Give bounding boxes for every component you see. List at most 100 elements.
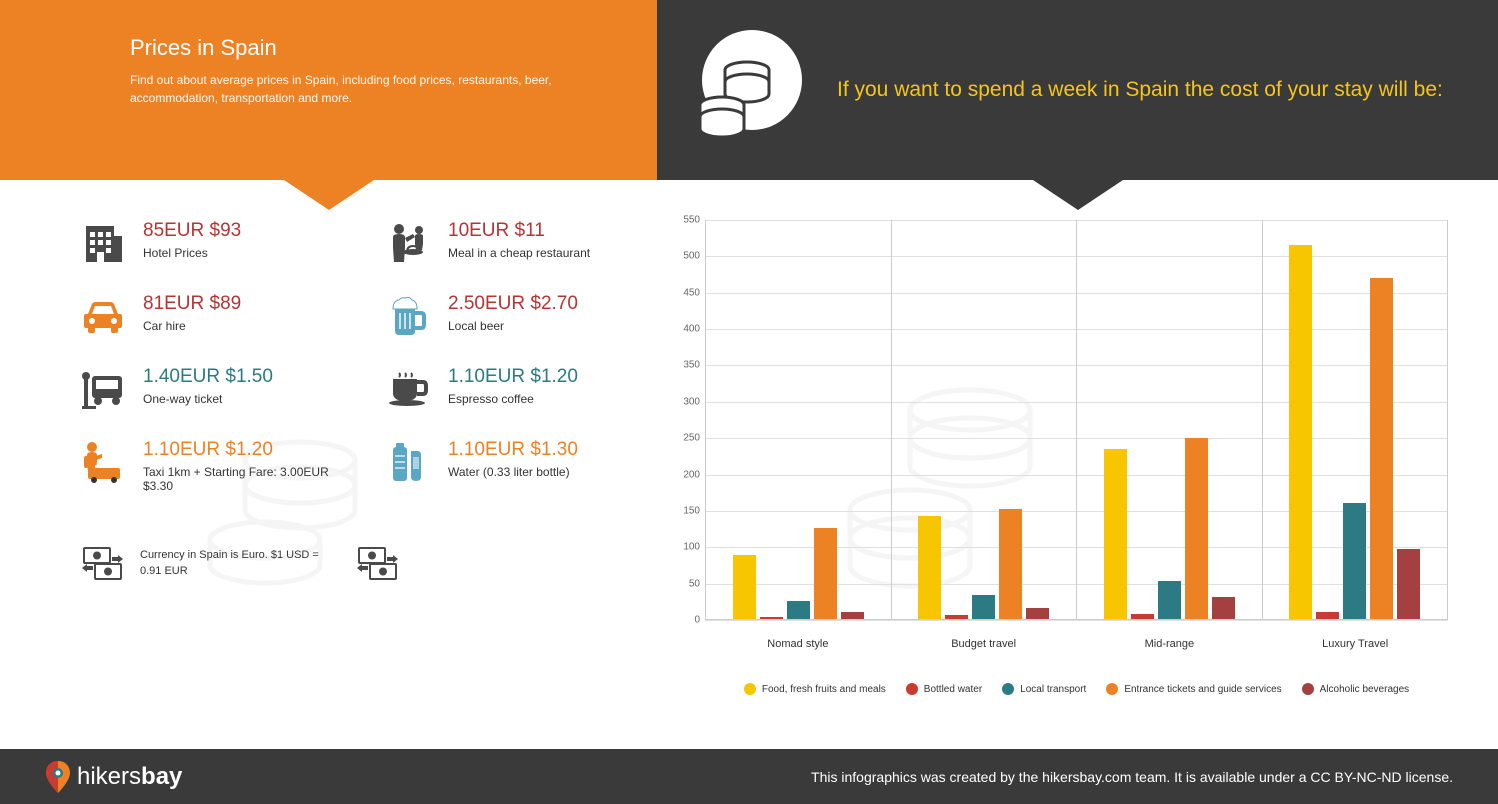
- chart-bar: [1370, 278, 1393, 619]
- price-value: 10EUR $11: [448, 220, 590, 242]
- legend-item: Bottled water: [906, 683, 982, 695]
- price-value: 81EUR $89: [143, 293, 241, 315]
- price-value: 1.10EUR $1.20: [143, 439, 345, 461]
- y-tick-label: 400: [683, 324, 700, 335]
- money-exchange-icon: [80, 546, 125, 581]
- chart-bar: [787, 601, 810, 619]
- footer: hikersbay This infographics was created …: [0, 749, 1498, 804]
- chart-bar: [918, 516, 941, 619]
- price-label: Car hire: [143, 319, 241, 333]
- legend-swatch: [1002, 683, 1014, 695]
- x-axis-label: Nomad style: [705, 638, 891, 650]
- y-tick-label: 200: [683, 469, 700, 480]
- price-item: 1.10EUR $1.30 Water (0.33 liter bottle): [385, 439, 650, 484]
- beer-icon: [385, 293, 430, 338]
- coffee-icon: [385, 366, 430, 411]
- water-icon: [385, 439, 430, 484]
- y-tick-label: 100: [683, 542, 700, 553]
- hotel-icon: [80, 220, 125, 265]
- legend-item: Alcoholic beverages: [1302, 683, 1410, 695]
- brand-name: hikersbay: [77, 763, 182, 791]
- chart-bar: [1185, 438, 1208, 619]
- price-item: 85EUR $93 Hotel Prices: [80, 220, 345, 265]
- x-axis-label: Budget travel: [891, 638, 1077, 650]
- money-exchange-icon: [355, 546, 400, 581]
- footer-credit: This infographics was created by the hik…: [811, 769, 1453, 785]
- chart-bar: [1289, 245, 1312, 619]
- chart-bar: [1026, 608, 1049, 619]
- legend-swatch: [1106, 683, 1118, 695]
- chart-bar: [760, 617, 783, 619]
- price-label: Taxi 1km + Starting Fare: 3.00EUR $3.30: [143, 465, 345, 493]
- page-title: Prices in Spain: [130, 35, 617, 61]
- price-item: 10EUR $11 Meal in a cheap restaurant: [385, 220, 650, 265]
- y-tick-label: 300: [683, 396, 700, 407]
- price-item: 81EUR $89 Car hire: [80, 293, 345, 338]
- chart-bar: [1343, 503, 1366, 619]
- legend-label: Food, fresh fruits and meals: [762, 684, 886, 695]
- chart-bar: [1131, 614, 1154, 619]
- bar-group: [1262, 220, 1449, 620]
- coins-icon: [692, 30, 812, 150]
- y-tick-label: 50: [689, 578, 700, 589]
- y-tick-label: 250: [683, 433, 700, 444]
- chart-bar: [1158, 581, 1181, 619]
- bar-group: [891, 220, 1077, 620]
- y-tick-label: 450: [683, 287, 700, 298]
- chart-bar: [814, 528, 837, 619]
- price-label: One-way ticket: [143, 392, 273, 406]
- y-tick-label: 150: [683, 505, 700, 516]
- legend-label: Local transport: [1020, 684, 1086, 695]
- price-item: 1.40EUR $1.50 One-way ticket: [80, 366, 345, 411]
- price-label: Meal in a cheap restaurant: [448, 246, 590, 260]
- bus-icon: [80, 366, 125, 411]
- legend-item: Entrance tickets and guide services: [1106, 683, 1281, 695]
- x-axis-label: Mid-range: [1077, 638, 1263, 650]
- legend-swatch: [1302, 683, 1314, 695]
- price-value: 2.50EUR $2.70: [448, 293, 578, 315]
- y-tick-label: 550: [683, 215, 700, 226]
- price-value: 1.40EUR $1.50: [143, 366, 273, 388]
- chart-bar: [1212, 597, 1235, 619]
- brand-logo: hikersbay: [45, 761, 182, 793]
- taxi-icon: [80, 439, 125, 484]
- car-icon: [80, 293, 125, 338]
- chart-bar: [733, 555, 756, 619]
- y-tick-label: 500: [683, 251, 700, 262]
- currency-note-text: Currency in Spain is Euro. $1 USD = 0.91…: [140, 548, 340, 579]
- header-right-panel: If you want to spend a week in Spain the…: [657, 0, 1498, 180]
- header-right-text: If you want to spend a week in Spain the…: [837, 75, 1443, 104]
- header-left-panel: Prices in Spain Find out about average p…: [0, 0, 657, 180]
- waiter-icon: [385, 220, 430, 265]
- map-pin-icon: [45, 761, 71, 793]
- chart-bar: [1104, 449, 1127, 619]
- price-label: Espresso coffee: [448, 392, 578, 406]
- legend-label: Alcoholic beverages: [1320, 684, 1410, 695]
- price-column-1: 85EUR $93 Hotel Prices 81EUR $89 Car hir…: [80, 220, 345, 521]
- price-label: Hotel Prices: [143, 246, 241, 260]
- cost-chart: 050100150200250300350400450500550 Nomad …: [670, 220, 1448, 700]
- currency-note-row: Currency in Spain is Euro. $1 USD = 0.91…: [80, 546, 650, 581]
- legend-item: Food, fresh fruits and meals: [744, 683, 886, 695]
- price-item: 1.10EUR $1.20 Taxi 1km + Starting Fare: …: [80, 439, 345, 493]
- y-tick-label: 0: [694, 615, 700, 626]
- chart-bar: [841, 612, 864, 619]
- y-tick-label: 350: [683, 360, 700, 371]
- legend-label: Entrance tickets and guide services: [1124, 684, 1281, 695]
- price-value: 85EUR $93: [143, 220, 241, 242]
- price-label: Local beer: [448, 319, 578, 333]
- page-subtitle: Find out about average prices in Spain, …: [130, 71, 617, 107]
- bar-group: [1076, 220, 1262, 620]
- chart-bar: [972, 595, 995, 619]
- x-axis-label: Luxury Travel: [1262, 638, 1448, 650]
- price-label: Water (0.33 liter bottle): [448, 465, 578, 479]
- price-value: 1.10EUR $1.20: [448, 366, 578, 388]
- price-value: 1.10EUR $1.30: [448, 439, 578, 461]
- legend-swatch: [906, 683, 918, 695]
- price-item: 2.50EUR $2.70 Local beer: [385, 293, 650, 338]
- chart-bar: [945, 615, 968, 619]
- chart-bar: [999, 509, 1022, 619]
- price-item: 1.10EUR $1.20 Espresso coffee: [385, 366, 650, 411]
- legend-swatch: [744, 683, 756, 695]
- legend-item: Local transport: [1002, 683, 1086, 695]
